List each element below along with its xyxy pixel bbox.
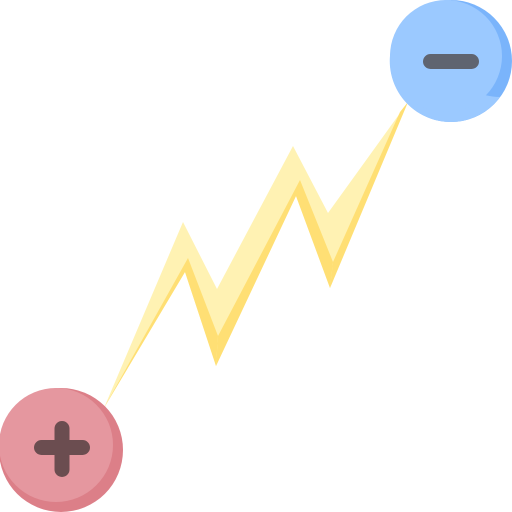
positive-charge [0,388,123,512]
lightning-bolt-icon [104,102,408,408]
minus-icon [423,54,479,69]
negative-charge [389,0,512,122]
bolt-light-layer [104,102,408,408]
bolt-shadow-upper [330,102,408,288]
plus-icon [34,421,90,477]
